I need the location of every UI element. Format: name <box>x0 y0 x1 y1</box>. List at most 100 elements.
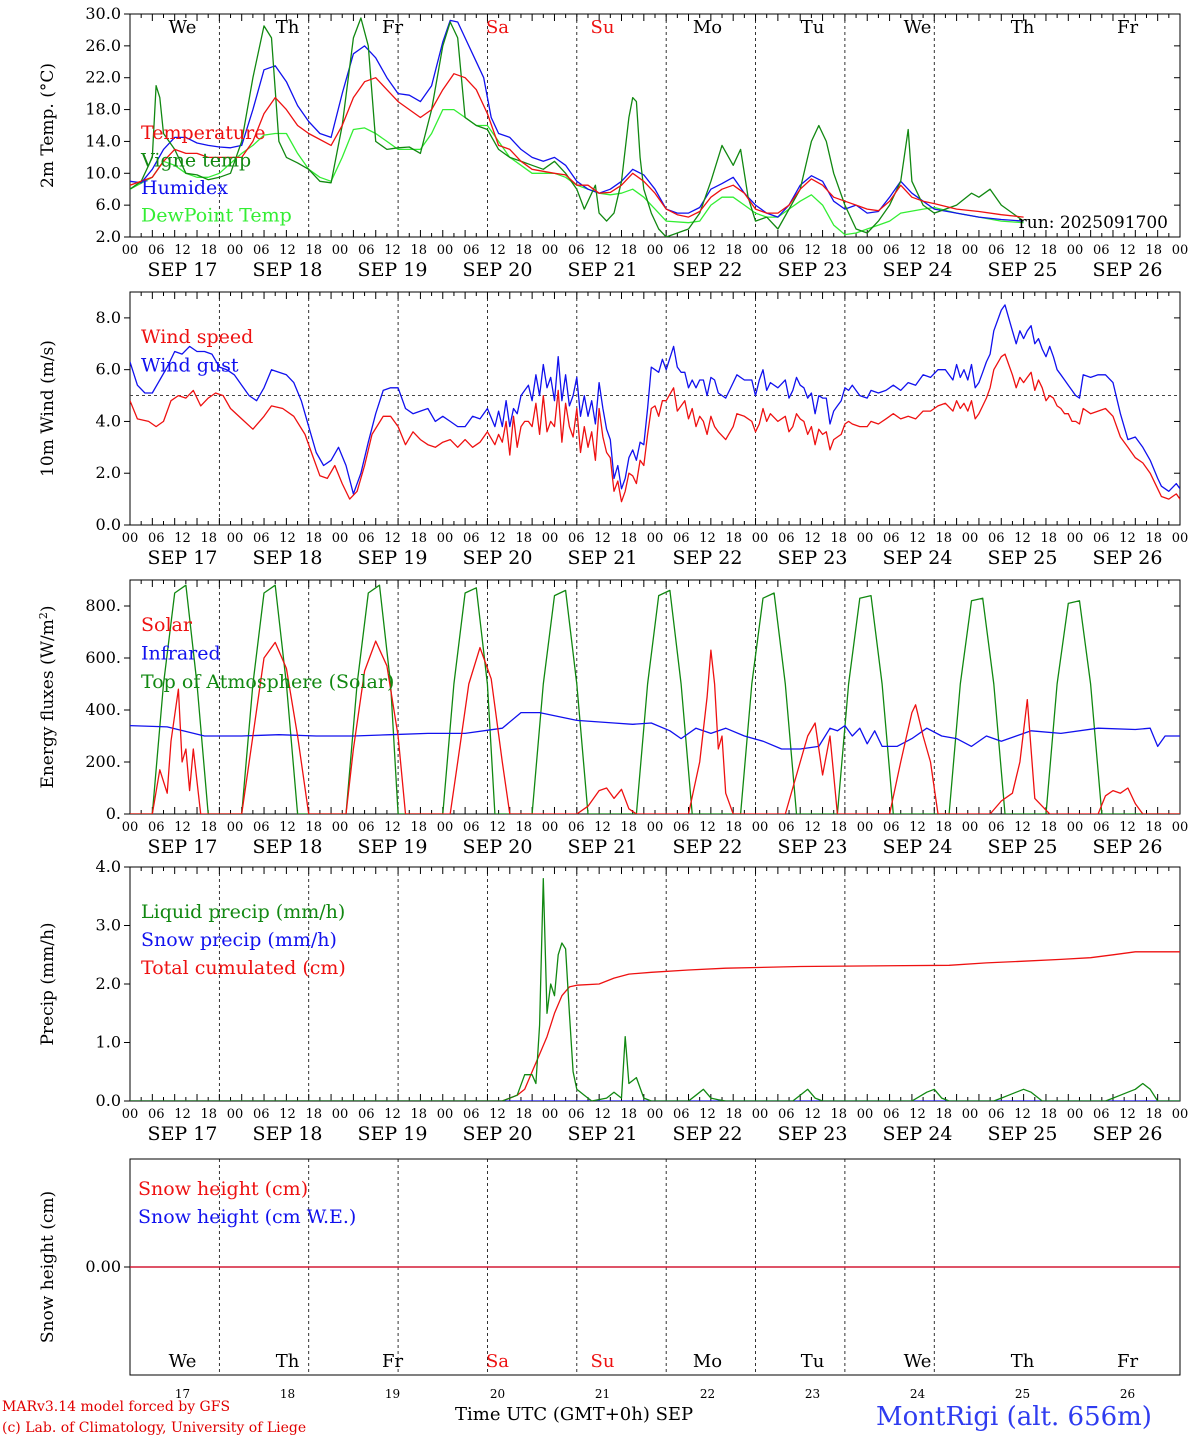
x-tick-label: 06 <box>673 820 690 835</box>
x-tick-label: 06 <box>673 1107 690 1122</box>
x-tick-label: 18 <box>830 243 847 258</box>
date-label: SEP 19 <box>358 1123 428 1145</box>
x-tick-label: 18 <box>410 820 427 835</box>
x-tick-label: 18 <box>830 1107 847 1122</box>
x-tick-label: 18 <box>935 820 952 835</box>
x-tick-label: 18 <box>1040 820 1057 835</box>
series-line-dewpoint-temp <box>130 108 1024 236</box>
x-tick-label: 00 <box>1172 1107 1189 1122</box>
y-tick-label: 200. <box>85 752 121 771</box>
date-label: SEP 24 <box>883 1123 953 1145</box>
x-tick-label: 18 <box>515 1107 532 1122</box>
y-tick-label: 0.0 <box>96 515 121 534</box>
x-tick-label: 00 <box>122 531 139 546</box>
x-tick-label: 06 <box>568 243 585 258</box>
weekday-label: Tu <box>801 17 825 38</box>
date-label: SEP 23 <box>778 259 848 281</box>
panel-5: We 17 Th 18 Fr 19 Sa 20 Su 21 Mo 22 Tu 23 We 24 Th 25 Fr 26… <box>38 1158 1181 1401</box>
y-axis-label: 2m Temp. (°C) <box>38 63 58 188</box>
series-line-wind-gust <box>130 304 1180 495</box>
weekday-label: Fr <box>1117 1351 1138 1372</box>
x-tick-label: 12 <box>1014 820 1031 835</box>
legend-entry: Wind gust <box>141 355 239 377</box>
x-tick-label: 06 <box>883 820 900 835</box>
x-tick-label: 12 <box>699 820 716 835</box>
y-tick-label: 600. <box>85 648 121 667</box>
x-tick-label: 06 <box>463 243 480 258</box>
day-number-label: 20 <box>490 1387 505 1401</box>
x-tick-label: 06 <box>778 243 795 258</box>
legend-entry: Humidex <box>141 177 228 199</box>
x-tick-label: 12 <box>279 531 296 546</box>
x-tick-label: 06 <box>568 820 585 835</box>
series-line-solar <box>130 640 1180 814</box>
date-label: SEP 26 <box>1093 547 1163 569</box>
x-tick-label: 00 <box>752 1107 769 1122</box>
x-tick-label: 06 <box>778 820 795 835</box>
x-tick-label: 06 <box>988 1107 1005 1122</box>
x-tick-label: 12 <box>384 820 401 835</box>
x-tick-label: 18 <box>410 531 427 546</box>
y-tick-label: 0.0 <box>96 1091 121 1110</box>
x-tick-label: 06 <box>253 243 270 258</box>
x-tick-label: 12 <box>174 1107 191 1122</box>
weekday-label: Su <box>591 1351 615 1372</box>
date-label: SEP 17 <box>148 547 218 569</box>
date-label: SEP 20 <box>463 259 533 281</box>
x-tick-label: 00 <box>962 531 979 546</box>
date-label: SEP 18 <box>253 259 323 281</box>
x-tick-label: 06 <box>358 531 375 546</box>
x-tick-label: 06 <box>1093 820 1110 835</box>
x-tick-label: 12 <box>384 243 401 258</box>
x-tick-label: 00 <box>1067 820 1084 835</box>
y-axis-label: Snow height (cm) <box>38 1191 58 1343</box>
y-tick-label: 18.0 <box>85 100 121 119</box>
x-tick-label: 12 <box>699 1107 716 1122</box>
x-tick-label: 00 <box>1172 531 1189 546</box>
x-tick-label: 00 <box>542 243 559 258</box>
x-tick-label: 12 <box>174 820 191 835</box>
x-tick-label: 12 <box>804 1107 821 1122</box>
series-group <box>130 17 1024 237</box>
x-tick-label: 18 <box>1145 243 1162 258</box>
x-tick-label: 00 <box>1067 243 1084 258</box>
x-tick-label: 18 <box>1145 820 1162 835</box>
x-tick-label: 12 <box>909 531 926 546</box>
weekday-label: Sa <box>486 1351 509 1372</box>
x-tick-label: 12 <box>384 531 401 546</box>
x-tick-label: 12 <box>699 531 716 546</box>
x-tick-label: 00 <box>332 243 349 258</box>
x-tick-label: 00 <box>227 243 244 258</box>
x-tick-label: 18 <box>725 531 742 546</box>
series-line-wind-speed <box>130 353 1180 503</box>
legend-entry: Total cumulated (cm) <box>141 957 346 979</box>
weekday-label: Th <box>1011 17 1035 38</box>
x-tick-label: 12 <box>1014 531 1031 546</box>
series-line-temperature <box>130 73 1024 218</box>
series-group <box>130 878 1180 1101</box>
x-tick-label: 12 <box>804 820 821 835</box>
x-tick-label: 18 <box>305 820 322 835</box>
x-tick-label: 06 <box>463 1107 480 1122</box>
x-tick-label: 18 <box>935 1107 952 1122</box>
panel-2: 00 06 12 18 00 06 12 18 00 06 12 18 00 06 12 18 00 06 12 18… <box>38 291 1189 569</box>
x-tick-label: 06 <box>148 820 165 835</box>
series-line-liquid-precip-mm-h- <box>130 878 1180 1101</box>
x-tick-label: 12 <box>174 243 191 258</box>
x-tick-label: 12 <box>594 531 611 546</box>
x-tick-label: 00 <box>542 820 559 835</box>
date-label: SEP 26 <box>1093 259 1163 281</box>
date-label: SEP 24 <box>883 547 953 569</box>
x-tick-label: 18 <box>305 243 322 258</box>
x-tick-label: 12 <box>1119 243 1136 258</box>
date-label: SEP 25 <box>988 1123 1058 1145</box>
x-tick-label: 00 <box>332 531 349 546</box>
x-tick-label: 12 <box>1119 1107 1136 1122</box>
y-tick-label: 6.0 <box>96 360 121 379</box>
x-tick-label: 06 <box>148 1107 165 1122</box>
x-tick-label: 00 <box>1067 1107 1084 1122</box>
x-tick-label: 18 <box>725 1107 742 1122</box>
x-tick-label: 00 <box>752 820 769 835</box>
x-tick-label: 06 <box>463 820 480 835</box>
